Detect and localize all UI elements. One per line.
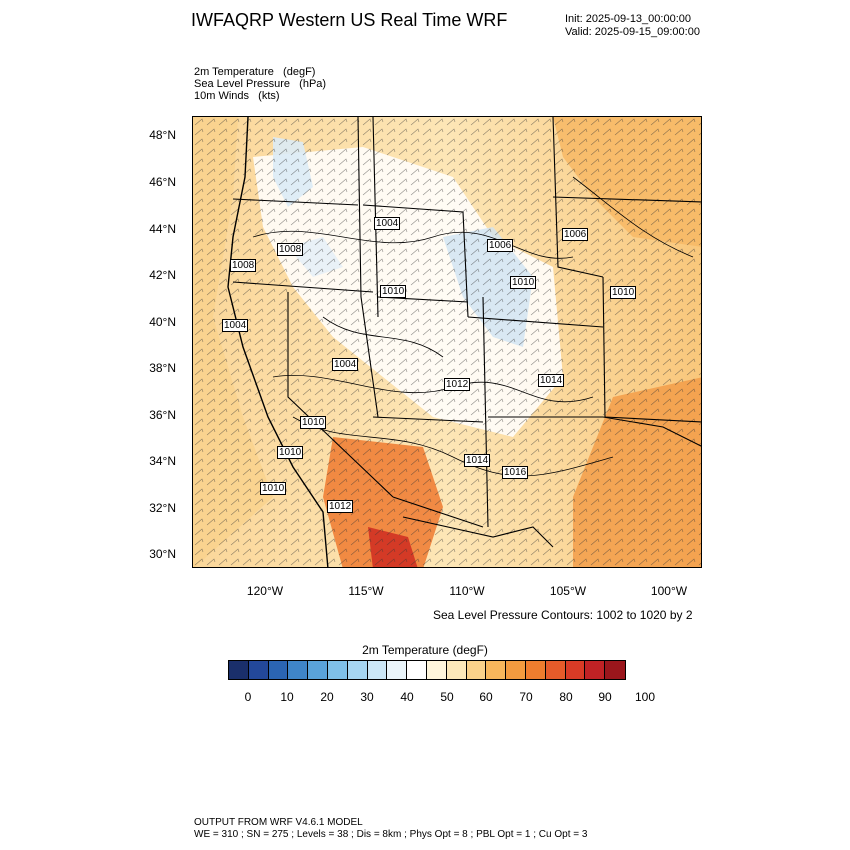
colorbar-tick: 10 <box>280 690 294 704</box>
pressure-label: 1010 <box>610 286 637 299</box>
colorbar-title: 2m Temperature (degF) <box>362 643 488 657</box>
colorbar-swatch <box>506 661 526 679</box>
colorbar-swatch <box>605 661 625 679</box>
map-title: IWFAQRP Western US Real Time WRF <box>191 10 508 30</box>
lon-tick: 105°W <box>549 584 587 598</box>
colorbar-tick: 100 <box>634 690 656 704</box>
pressure-label-layer: 1004 1006 1006 1008 1008 1010 1010 1010 … <box>192 116 702 568</box>
coastline <box>227 117 329 567</box>
colorbar-swatch <box>327 661 348 679</box>
colorbar-tick: 80 <box>559 690 573 704</box>
field-winds: 10m Winds (kts) <box>194 90 280 102</box>
colorbar-swatch <box>486 661 507 679</box>
colorbar-swatch <box>407 661 427 679</box>
lon-tick: 120°W <box>246 584 284 598</box>
field-pressure: Sea Level Pressure (hPa) <box>194 78 327 90</box>
pressure-label: 1004 <box>222 319 249 332</box>
lon-tick: 110°W <box>449 584 485 598</box>
pressure-label: 1006 <box>487 239 514 252</box>
pressure-label: 1010 <box>300 416 327 429</box>
pressure-label: 1012 <box>327 500 354 513</box>
colorbar-swatch <box>268 661 289 679</box>
colorbar-swatch <box>347 661 368 679</box>
pressure-label: 1014 <box>464 454 491 467</box>
colorbar-swatch <box>387 661 408 679</box>
lat-tick: 36°N <box>149 408 176 422</box>
colorbar-tick: 90 <box>598 690 612 704</box>
colorbar-swatch <box>545 661 566 679</box>
colorbar-tick: 60 <box>479 690 493 704</box>
contour-note: Sea Level Pressure Contours: 1002 to 102… <box>433 608 693 622</box>
colorbar-tick: 0 <box>244 690 252 704</box>
colorbar-tick: 70 <box>519 690 533 704</box>
init-time: Init: 2025-09-13_00:00:00 <box>565 13 691 25</box>
lat-tick: 32°N <box>149 501 176 515</box>
pressure-label: 1006 <box>562 228 589 241</box>
pressure-label: 1010 <box>510 276 537 289</box>
pressure-label: 1016 <box>502 466 529 479</box>
colorbar-tick: 20 <box>320 690 334 704</box>
model-footer: OUTPUT FROM WRF V4.6.1 MODEL WE = 310 ; … <box>194 817 587 841</box>
pressure-label: 1008 <box>277 243 304 256</box>
colorbar-swatch <box>248 661 269 679</box>
time-info: Init: 2025-09-13_00:00:00 Valid: 2025-09… <box>565 13 700 39</box>
footer-model: OUTPUT FROM WRF V4.6.1 MODEL <box>194 817 363 828</box>
lat-tick: 30°N <box>149 547 176 561</box>
pressure-label: 1010 <box>277 446 304 459</box>
colorbar-tick: 40 <box>400 690 414 704</box>
lat-tick: 46°N <box>149 175 176 189</box>
footer-config: WE = 310 ; SN = 275 ; Levels = 38 ; Dis … <box>194 829 588 840</box>
colorbar-tick: 30 <box>360 690 374 704</box>
colorbar-swatch <box>288 661 309 679</box>
lat-tick: 34°N <box>149 454 176 468</box>
lon-tick: 115°W <box>348 584 384 598</box>
colorbar-swatch <box>446 661 467 679</box>
lat-tick: 40°N <box>149 315 176 329</box>
pressure-label: 1004 <box>332 358 359 371</box>
pressure-label: 1014 <box>538 374 565 387</box>
valid-time: Valid: 2025-09-15_09:00:00 <box>565 26 700 38</box>
colorbar-tick: 50 <box>440 690 454 704</box>
pressure-label: 1008 <box>230 259 257 272</box>
lon-tick: 100°W <box>650 584 688 598</box>
lat-tick: 48°N <box>149 128 176 142</box>
colorbar-swatch <box>229 661 249 679</box>
pressure-label: 1010 <box>260 482 287 495</box>
pressure-label: 1012 <box>444 378 471 391</box>
lat-tick: 44°N <box>149 222 176 236</box>
pressure-label: 1010 <box>380 285 407 298</box>
colorbar-swatch <box>367 661 388 679</box>
pressure-label: 1004 <box>374 217 401 230</box>
colorbar-swatch <box>426 661 447 679</box>
field-temperature: 2m Temperature (degF) <box>194 66 316 78</box>
field-list: 2m Temperature (degF) Sea Level Pressure… <box>194 66 326 102</box>
colorbar-swatch <box>466 661 487 679</box>
lat-tick: 42°N <box>149 268 176 282</box>
lat-tick: 38°N <box>149 361 176 375</box>
colorbar-swatch <box>565 661 586 679</box>
colorbar-swatch <box>308 661 328 679</box>
colorbar-swatch <box>525 661 546 679</box>
colorbar-swatch <box>585 661 606 679</box>
colorbar <box>228 660 626 680</box>
